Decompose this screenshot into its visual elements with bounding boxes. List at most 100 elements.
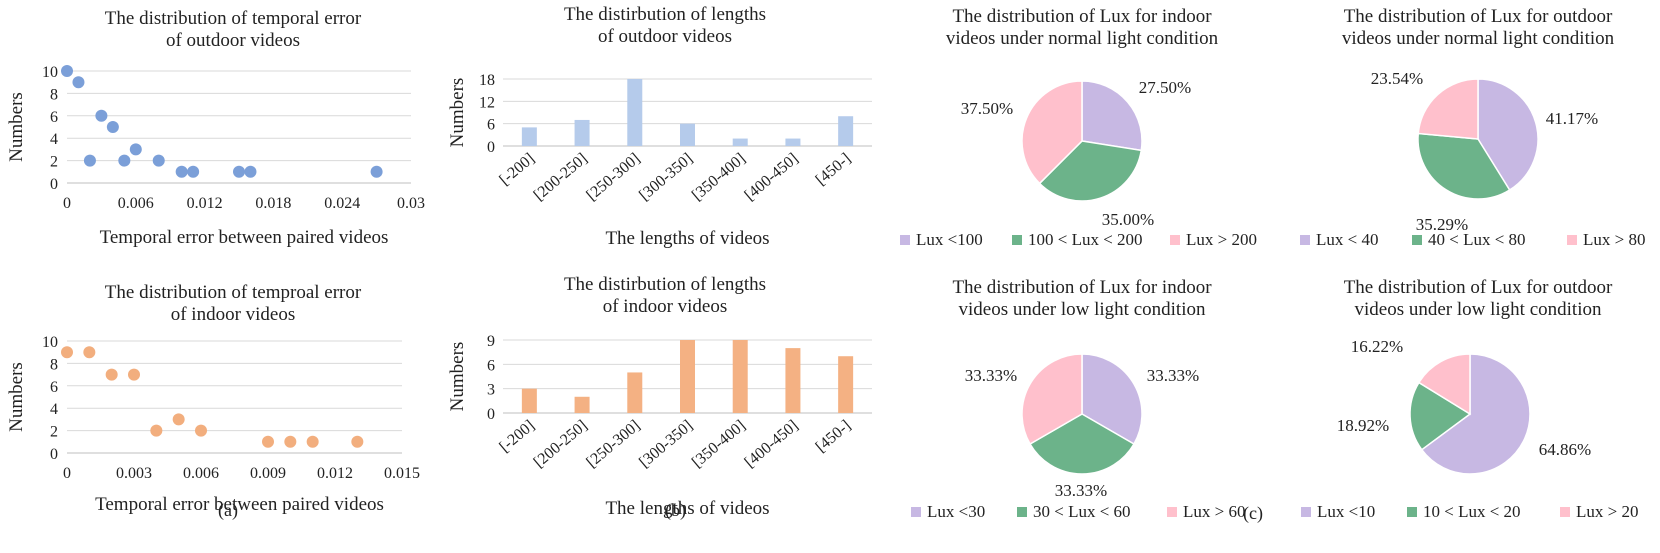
- pie-slice: [1081, 80, 1143, 152]
- chart-title: of indoor videos: [171, 304, 296, 325]
- x-tick-label: [450-]: [813, 417, 855, 456]
- pie-slice: [1409, 381, 1472, 451]
- bar: [521, 388, 537, 413]
- pie-slice: [1081, 353, 1143, 446]
- x-tick-label: 0: [63, 195, 71, 212]
- bar: [627, 79, 643, 146]
- y-tick-label: 9: [487, 333, 495, 350]
- data-point: [351, 435, 364, 448]
- bar: [732, 340, 748, 413]
- chart-title: The distribution of Lux for outdoor: [1344, 277, 1613, 298]
- pie-slice: [1417, 353, 1471, 416]
- chart-title: of indoor videos: [603, 296, 728, 317]
- y-tick-label: 6: [487, 357, 495, 374]
- y-tick-label: 6: [50, 379, 58, 396]
- y-axis-label: Numbers: [6, 362, 27, 432]
- y-tick-label: 10: [42, 334, 58, 351]
- bar: [785, 138, 801, 146]
- legend-label: Lux <10: [1317, 502, 1375, 521]
- y-tick-label: 6: [487, 117, 495, 134]
- slice-label: 64.86%: [1539, 440, 1591, 459]
- x-tick-label: 0.024: [324, 195, 360, 212]
- x-tick-label: [200-250]: [531, 150, 591, 204]
- x-tick-label: [250-300]: [583, 150, 643, 204]
- legend-swatch: [900, 235, 910, 245]
- legend-label: 10 < Lux < 20: [1423, 502, 1521, 521]
- data-point: [95, 109, 108, 122]
- y-tick-label: 0: [50, 176, 58, 193]
- data-point: [106, 121, 119, 133]
- x-tick-label: [300-350]: [636, 150, 696, 204]
- y-tick-label: 0: [487, 139, 495, 156]
- y-tick-label: 2: [50, 424, 58, 441]
- legend-swatch: [1170, 235, 1180, 245]
- legend-label: 40 < Lux < 80: [1428, 230, 1526, 249]
- legend-swatch: [1017, 507, 1027, 517]
- legend-swatch: [1567, 235, 1577, 245]
- x-axis-label: The lengths of videos: [605, 228, 769, 249]
- x-tick-label: 0.009: [250, 465, 286, 482]
- slice-label: 18.92%: [1337, 416, 1389, 435]
- data-point: [306, 435, 319, 448]
- x-tick-label: [350-400]: [689, 417, 749, 471]
- bar: [838, 356, 854, 413]
- y-tick-label: 6: [50, 109, 58, 126]
- x-tick-label: [-200]: [496, 417, 538, 456]
- slice-label: 33.33%: [965, 366, 1017, 385]
- data-point: [262, 435, 274, 448]
- legend-swatch: [1300, 235, 1310, 245]
- data-point: [61, 346, 73, 359]
- pie-slice: [1417, 132, 1511, 200]
- legend-label: Lux > 60: [1183, 502, 1245, 521]
- data-point: [129, 143, 142, 156]
- y-axis-label: Numbers: [447, 342, 468, 412]
- bar: [838, 116, 854, 146]
- caption-c: (c): [1243, 503, 1263, 523]
- slice-label: 23.54%: [1371, 69, 1423, 88]
- data-point: [128, 368, 140, 381]
- slice-label: 27.50%: [1139, 78, 1191, 97]
- chart-title: The distribution of temproal error: [105, 282, 362, 303]
- data-point: [284, 435, 297, 448]
- slice-label: 37.50%: [961, 99, 1013, 118]
- x-tick-label: 0.003: [116, 465, 152, 482]
- x-tick-label: [250-300]: [583, 417, 643, 471]
- bar: [732, 138, 748, 146]
- x-tick-label: [300-350]: [636, 417, 696, 471]
- x-tick-label: 0.03: [397, 195, 425, 212]
- legend-swatch: [1560, 507, 1570, 517]
- chart-title: of outdoor videos: [166, 30, 300, 51]
- data-point: [152, 154, 165, 167]
- chart-title: The distribution of temporal error: [105, 8, 362, 29]
- data-point: [83, 154, 96, 167]
- legend-label: Lux > 80: [1583, 230, 1645, 249]
- pie-slice: [1420, 353, 1531, 475]
- legend-label: Lux <30: [927, 502, 985, 521]
- slice-label: 16.22%: [1351, 337, 1403, 356]
- data-point: [150, 424, 163, 437]
- data-point: [187, 165, 200, 178]
- y-tick-label: 10: [42, 64, 58, 81]
- data-point: [105, 368, 118, 381]
- legend-swatch: [1012, 235, 1022, 245]
- data-point: [370, 165, 383, 178]
- data-point: [61, 65, 73, 77]
- bar: [680, 340, 695, 413]
- legend-label: 100 < Lux < 200: [1028, 230, 1143, 249]
- caption-b: (b): [665, 500, 686, 520]
- chart-title: The distribution of Lux for indoor: [952, 6, 1212, 27]
- x-axis-label: The lengths of videos: [605, 498, 769, 519]
- x-tick-label: 0.006: [183, 465, 219, 482]
- chart-title: The distribution of Lux for indoor: [952, 277, 1212, 298]
- x-tick-label: 0.018: [255, 195, 291, 212]
- slice-label: 33.33%: [1147, 366, 1199, 385]
- chart-title: videos under low light condition: [1355, 299, 1602, 320]
- chart-title: videos under low light condition: [959, 299, 1206, 320]
- pie-slice: [1021, 80, 1083, 185]
- legend-swatch: [1407, 507, 1417, 517]
- bar: [574, 119, 590, 146]
- x-tick-label: [-200]: [496, 150, 538, 189]
- data-point: [118, 154, 131, 167]
- bar: [574, 396, 590, 413]
